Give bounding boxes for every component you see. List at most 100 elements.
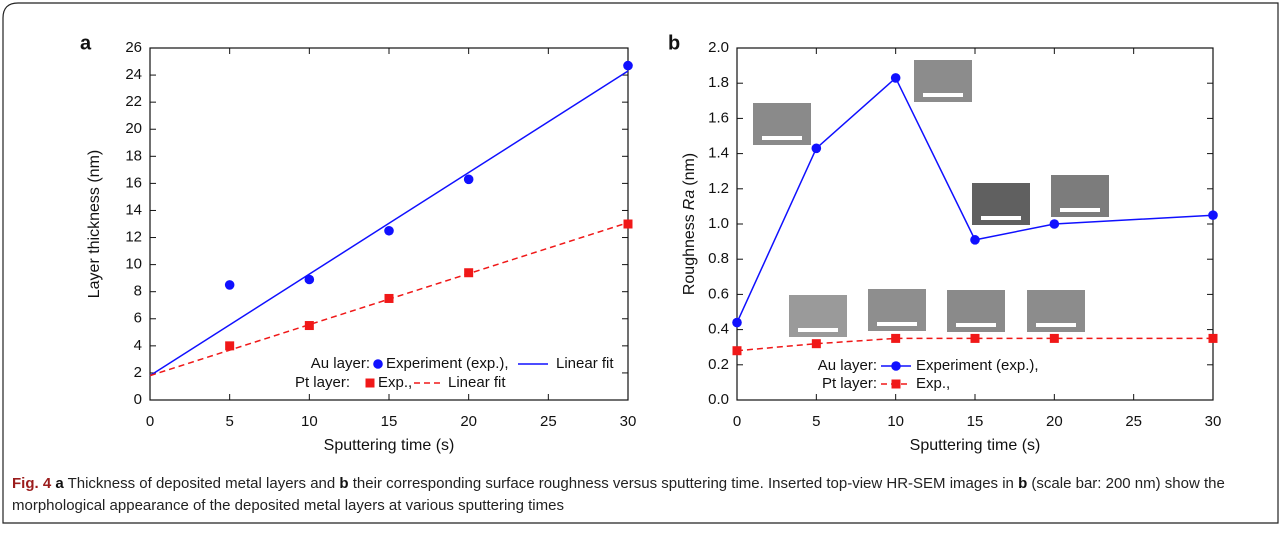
data-point — [623, 219, 633, 229]
data-point — [224, 280, 235, 290]
y-tick-label: 1.8 — [708, 74, 729, 91]
y-axis-label-part: Layer thickness (nm) — [86, 150, 103, 299]
scale-bar — [923, 93, 963, 97]
legend-group: Pt layer: — [295, 374, 350, 391]
caption-text: Thickness of deposited metal layers and — [67, 475, 336, 492]
data-point — [1208, 210, 1218, 220]
scale-bar — [762, 136, 802, 140]
x-axis-label: Sputtering time (s) — [910, 437, 1041, 454]
y-tick-label: 6 — [134, 310, 142, 327]
x-tick-label: 20 — [1046, 413, 1063, 430]
y-tick-label: 0.4 — [708, 321, 729, 338]
legend-group: Au layer: — [311, 355, 370, 372]
data-point — [811, 339, 821, 349]
x-tick-label: 5 — [225, 413, 233, 430]
y-tick-label: 20 — [125, 120, 142, 137]
y-tick-label: 18 — [125, 147, 142, 164]
data-point — [970, 333, 980, 343]
y-tick-label: 2 — [134, 364, 142, 381]
data-point — [304, 321, 314, 331]
caption: Fig. 4 a Thickness of deposited metal la… — [12, 473, 1267, 517]
data-point — [304, 274, 315, 285]
y-tick-label: 1.6 — [708, 109, 729, 126]
legend-group: Au layer: — [818, 357, 877, 374]
scale-bar — [981, 216, 1021, 220]
x-tick-label: 20 — [460, 413, 477, 430]
series-line — [736, 76, 1214, 323]
data-point — [623, 60, 633, 71]
scale-bar — [877, 322, 917, 326]
y-axis-label: Roughness Ra (nm) — [681, 153, 698, 295]
legend-label: Linear fit — [556, 355, 614, 372]
y-tick-label: 2.0 — [708, 39, 729, 56]
scale-bar — [956, 323, 996, 327]
x-tick-label: 30 — [1205, 413, 1222, 430]
legend-marker — [373, 359, 383, 369]
x-tick-label: 0 — [146, 413, 154, 430]
y-tick-label: 22 — [125, 93, 142, 110]
data-point — [970, 235, 980, 245]
caption-panel: b — [1018, 475, 1028, 492]
data-point — [732, 346, 742, 356]
caption-panel: a — [55, 475, 64, 492]
scale-bar — [798, 328, 838, 332]
y-tick-label: 0.6 — [708, 285, 729, 302]
y-tick-label: 0 — [134, 391, 142, 408]
legend-marker — [365, 378, 375, 388]
scale-bar — [1060, 208, 1100, 212]
data-point — [464, 268, 474, 278]
y-axis-label: Layer thickness (nm) — [86, 150, 103, 299]
y-tick-label: 10 — [125, 256, 142, 273]
y-tick-label: 1.4 — [708, 145, 729, 162]
series-line — [736, 337, 1213, 352]
data-point — [1208, 333, 1218, 343]
y-tick-label: 12 — [125, 229, 142, 246]
y-axis-label-part: (nm) — [681, 153, 698, 186]
y-tick-label: 4 — [134, 337, 142, 354]
panel-label: b — [668, 32, 680, 54]
x-axis-label: Sputtering time (s) — [324, 437, 455, 454]
x-tick-label: 30 — [620, 413, 637, 430]
data-point — [225, 341, 235, 351]
data-point — [811, 143, 822, 154]
series-line — [149, 70, 629, 377]
y-tick-label: 14 — [125, 201, 142, 218]
legend-label: Exp., — [378, 374, 412, 391]
data-point — [732, 317, 742, 328]
x-tick-label: 10 — [301, 413, 318, 430]
x-tick-label: 0 — [733, 413, 741, 430]
x-tick-label: 15 — [381, 413, 398, 430]
figure-frame — [2, 2, 1279, 524]
y-tick-label: 26 — [125, 39, 142, 56]
y-tick-label: 0.8 — [708, 250, 729, 267]
y-tick-label: 24 — [125, 66, 142, 83]
data-point — [384, 225, 394, 236]
legend-label: Experiment (exp.), — [916, 357, 1039, 374]
legend-group: Pt layer: — [822, 375, 877, 392]
x-tick-label: 25 — [1125, 413, 1142, 430]
data-point — [891, 333, 901, 343]
data-point — [1049, 219, 1060, 229]
x-tick-label: 5 — [812, 413, 820, 430]
caption-text: their corresponding surface roughness ve… — [352, 475, 1014, 492]
caption-text: (scale bar: 200 nm) show the morphologic… — [12, 475, 1225, 514]
scale-bar — [1036, 323, 1076, 327]
caption-figure: Fig. 4 — [12, 475, 52, 492]
data-point — [1049, 333, 1059, 343]
legend-label: Experiment (exp.), — [386, 355, 509, 372]
y-tick-label: 0.2 — [708, 356, 729, 373]
x-tick-label: 10 — [887, 413, 904, 430]
legend-marker — [891, 379, 901, 389]
y-tick-label: 0.0 — [708, 391, 729, 408]
legend-label: Linear fit — [448, 374, 506, 391]
panel-label: a — [80, 32, 92, 54]
legend-label: Exp., — [916, 375, 950, 392]
x-tick-label: 25 — [540, 413, 557, 430]
legend-marker — [891, 361, 901, 371]
data-point — [890, 73, 901, 83]
data-point — [463, 174, 474, 185]
y-axis-label-part: Ra — [681, 190, 698, 211]
y-tick-label: 1.2 — [708, 180, 729, 197]
